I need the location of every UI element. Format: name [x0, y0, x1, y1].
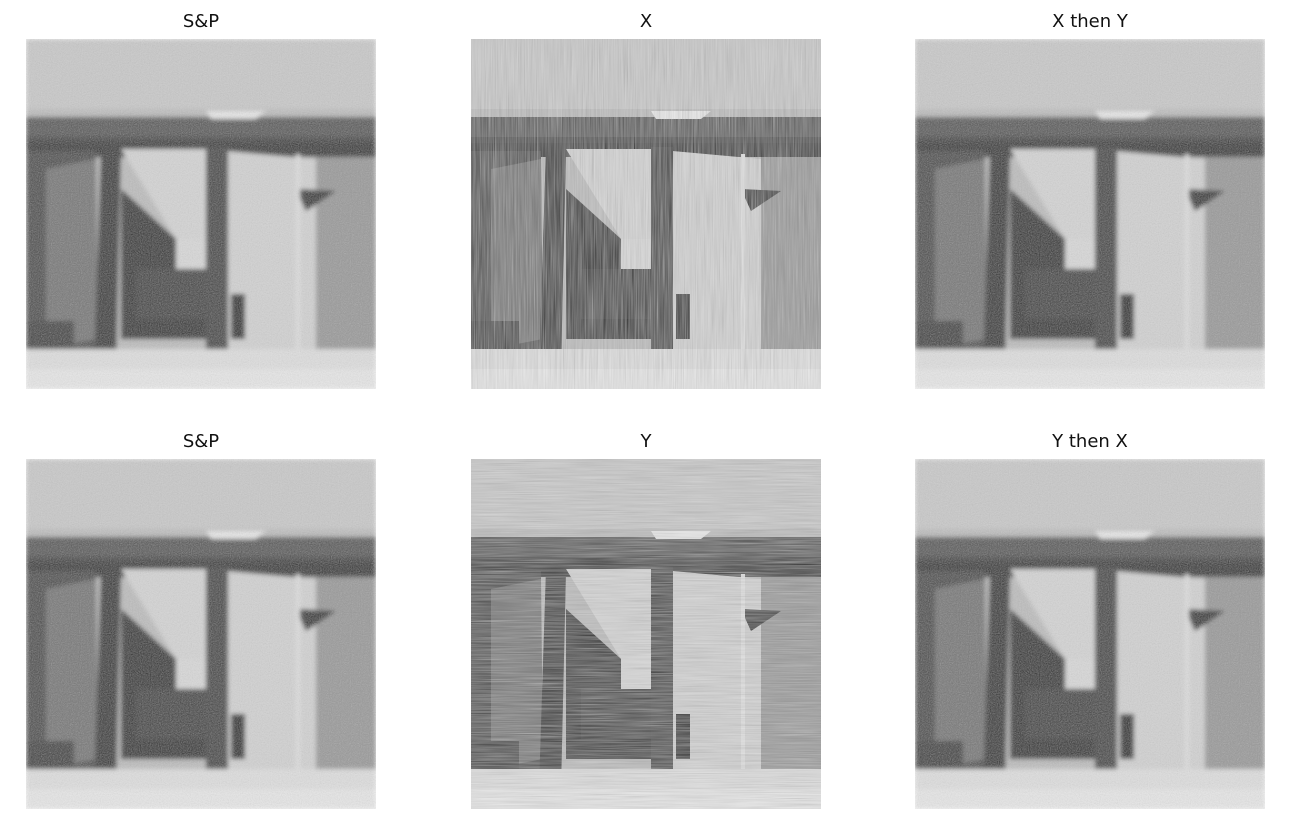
noisy-image-x: [471, 39, 821, 389]
noisy-image-sp-top: [26, 39, 376, 389]
noisy-image-y-then-x: [915, 459, 1265, 809]
panel-title: X then Y: [1052, 11, 1128, 32]
panel-title: S&P: [182, 11, 220, 32]
panel-title: Y then X: [1052, 431, 1128, 452]
noisy-image-y: [471, 459, 821, 809]
noisy-image-x-then-y: [915, 39, 1265, 389]
panel-title: X: [639, 11, 653, 32]
noisy-image-sp-bottom: [26, 459, 376, 809]
panel-title: S&P: [182, 431, 220, 452]
panel-title: Y: [640, 431, 652, 452]
